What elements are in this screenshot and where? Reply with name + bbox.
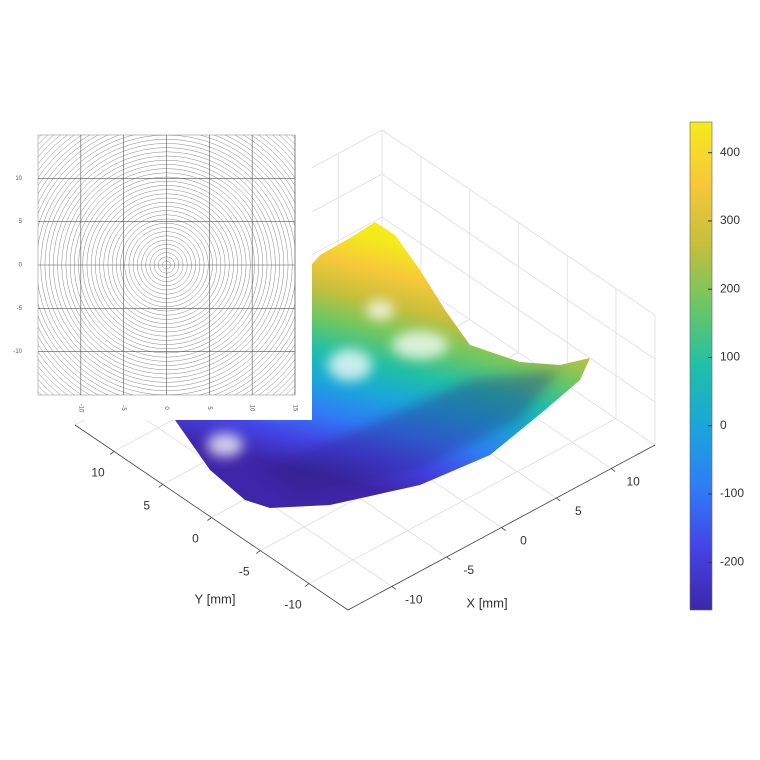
y-tick-label: 10 xyxy=(91,466,105,480)
inset-y-tick-label: 5 xyxy=(19,219,23,225)
x-axis-line xyxy=(347,444,656,611)
inset-x-tick-label: -5 xyxy=(120,405,126,411)
grid-line xyxy=(308,418,617,584)
x-tick-label: 5 xyxy=(575,504,582,518)
inset-x-tick-label: 15 xyxy=(291,405,297,412)
surface-shade xyxy=(260,370,560,495)
inset-x-tick-label: 0 xyxy=(163,406,169,410)
x-tick xyxy=(610,468,616,472)
x-tick-label: -5 xyxy=(463,563,474,577)
y-tick xyxy=(304,583,310,587)
surface-highlight xyxy=(392,331,448,359)
inset-y-tick-label: 0 xyxy=(19,263,23,269)
x-tick-label: -10 xyxy=(405,593,423,607)
y-tick-label: -10 xyxy=(284,598,302,612)
colorbar xyxy=(689,121,713,611)
surface-highlight xyxy=(328,349,372,381)
colorbar-tick-label: -200 xyxy=(720,554,744,568)
colorbar-tick-label: 300 xyxy=(720,213,740,227)
colorbar-tick-label: 100 xyxy=(720,350,740,364)
inset-y-tick-label: -10 xyxy=(13,349,22,355)
y-tick-label: 0 xyxy=(192,532,199,546)
colorbar-tick-label: 200 xyxy=(720,281,740,295)
y-tick xyxy=(256,550,261,554)
inset-y-tick-label: 10 xyxy=(15,176,22,182)
x-axis-label: X [mm] xyxy=(466,595,507,610)
y-axis-line xyxy=(74,424,349,611)
surface-highlight xyxy=(207,433,243,457)
x-tick xyxy=(556,497,561,502)
x-tick-label: 10 xyxy=(626,475,640,489)
y-tick xyxy=(207,517,212,521)
x-tick xyxy=(446,556,451,561)
x-tick xyxy=(391,586,397,590)
surface-highlight xyxy=(366,300,394,320)
y-tick-label: 5 xyxy=(143,499,150,513)
y-tick-label: -5 xyxy=(239,565,250,579)
x-tick xyxy=(501,527,506,531)
inset-x-tick-label: -10 xyxy=(77,404,83,413)
y-axis-label: Y [mm] xyxy=(195,591,236,606)
colorbar-tick-label: -100 xyxy=(720,486,744,500)
inset-x-tick-label: 5 xyxy=(206,406,212,410)
colorbar-tick-label: 400 xyxy=(720,145,740,159)
inset-x-tick-label: 10 xyxy=(249,405,255,412)
colorbar-tick-label: 0 xyxy=(720,418,727,432)
x-tick-label: 0 xyxy=(520,534,527,548)
y-tick xyxy=(158,484,163,488)
y-tick xyxy=(109,451,115,455)
inset-y-tick-label: -5 xyxy=(17,306,23,312)
